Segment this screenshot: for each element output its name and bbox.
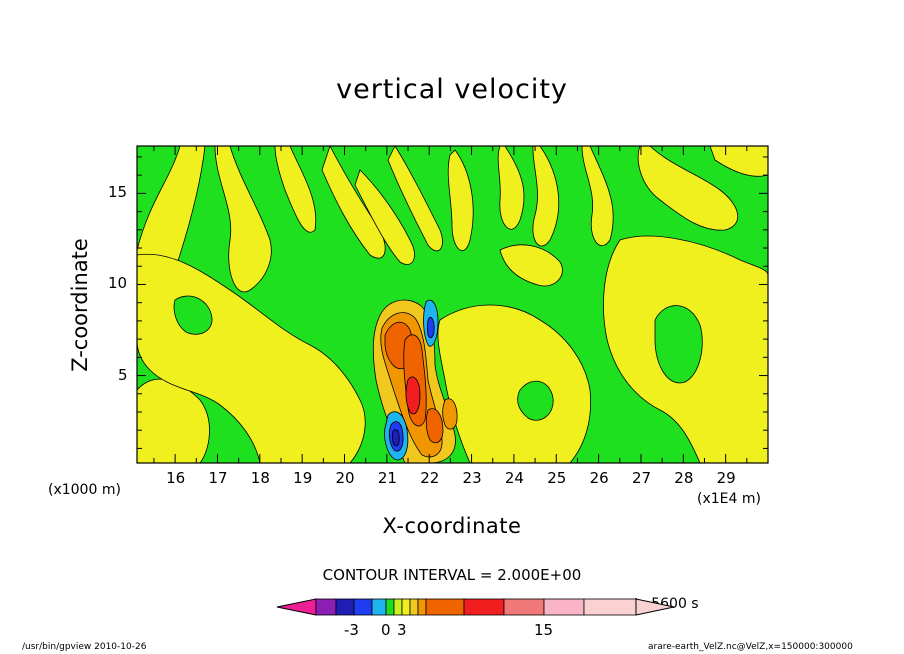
x-tick-label: 22 (420, 469, 440, 487)
x-tick-label: 26 (589, 469, 609, 487)
colorbar-segment (335, 598, 355, 616)
colorbar-segment (315, 598, 337, 616)
x-tick-label: 20 (335, 469, 355, 487)
negative-islands (173, 295, 703, 421)
x-tick-label: 29 (716, 469, 736, 487)
colorbar-segment (425, 598, 465, 616)
x-axis-unit: (x1E4 m) (697, 491, 761, 507)
x-tick-label: 16 (166, 469, 186, 487)
x-axis-label: X-coordinate (382, 514, 522, 538)
colorbar-segment (385, 598, 395, 616)
colorbar-segment (409, 598, 419, 616)
x-tick-label: 28 (674, 469, 694, 487)
footer-right: arare-earth_VelZ.nc@VelZ,x=150000:300000 (648, 642, 853, 652)
x-tick-label: 21 (377, 469, 397, 487)
y-tick-marks (137, 156, 768, 449)
colorbar-label: 15 (534, 621, 554, 639)
downdraft-core (384, 299, 439, 461)
colorbar-segment (371, 598, 387, 616)
colorbar-segment (401, 598, 411, 616)
y-tick-label: 15 (108, 183, 128, 202)
footer-left: /usr/bin/gpview 2010-10-26 (22, 642, 147, 652)
y-tick-label: 10 (108, 274, 128, 293)
x-tick-label: 27 (631, 469, 652, 487)
x-tick-label: 25 (547, 469, 567, 487)
x-tick-label: 19 (293, 469, 313, 487)
colorbar-label: 0 (381, 621, 391, 639)
colorbar-segment (583, 598, 637, 616)
x-tick-label: 17 (208, 469, 228, 487)
y-tick-label: 5 (118, 365, 128, 384)
contour-field (137, 146, 768, 463)
colorbar-label: -3 (344, 621, 359, 639)
colorbar-segment (503, 598, 545, 616)
colorbar-segment (393, 598, 403, 616)
colorbar-segment (463, 598, 505, 616)
colorbar (276, 598, 675, 616)
x-tick-marks (153, 146, 769, 463)
x-tick-label: 24 (504, 469, 524, 487)
chart-title: vertical velocity (336, 74, 568, 105)
colorbar-low-arrow (276, 598, 317, 616)
y-axis-unit: (x1000 m) (48, 482, 121, 498)
x-tick-label: 18 (250, 469, 270, 487)
colorbar-segment (353, 598, 373, 616)
colorbar-segment (543, 598, 585, 616)
colorbar-high-arrow (635, 598, 675, 616)
plot-frame (136, 145, 769, 464)
colorbar-segment (417, 598, 427, 616)
x-tick-label: 23 (462, 469, 482, 487)
colorbar-label: 3 (397, 621, 407, 639)
contour-interval-label: CONTOUR INTERVAL = 2.000E+00 (322, 566, 582, 584)
